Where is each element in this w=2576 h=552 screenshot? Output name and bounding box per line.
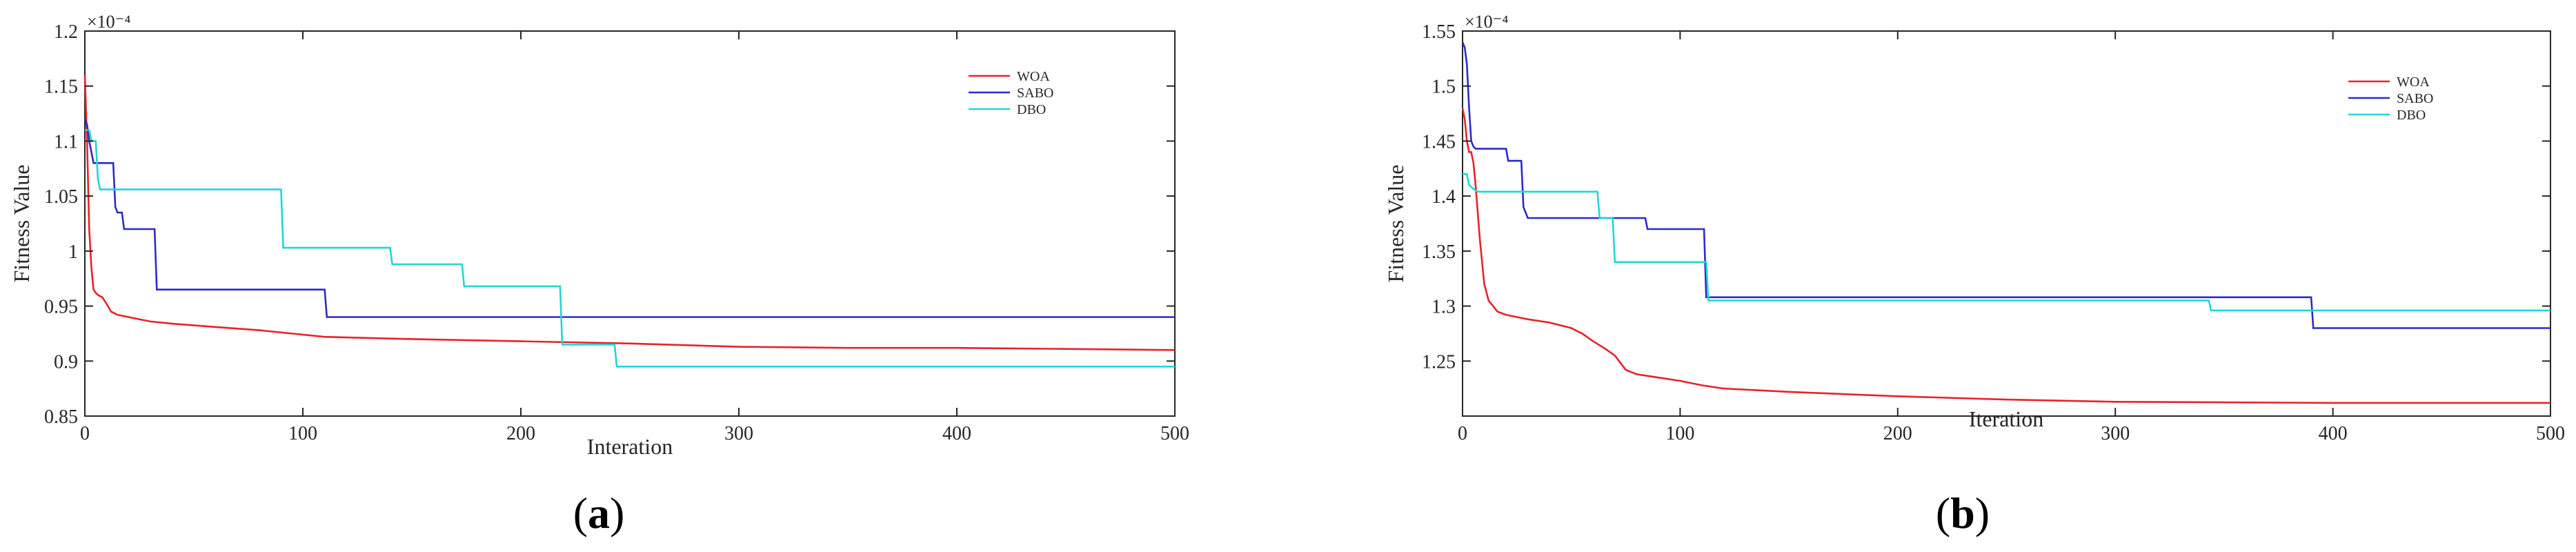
series-line-sabo <box>1461 41 2550 329</box>
legend-label-woa: WOA <box>1017 69 1050 84</box>
series-line-sabo <box>83 119 1175 318</box>
x-tick-label: 200 <box>506 423 535 444</box>
chart-b: 0 100 200 300 400 500 1.25 1.3 1.35 1.4 1.45 1.5 1.5… <box>1383 12 2565 538</box>
x-tick-label: 500 <box>2536 423 2565 444</box>
series-line-woa <box>1461 108 2550 404</box>
y-tick-label: 1.25 <box>1422 351 1456 373</box>
y-tick-label: 1 <box>68 241 78 263</box>
x-axis-label: Interation <box>587 434 673 459</box>
exponent-label: ×10⁻⁴ <box>87 12 130 32</box>
x-tick-label: 400 <box>942 423 971 444</box>
panel-label-letter: b <box>1950 489 1975 538</box>
panel-label-letter: a <box>588 489 610 538</box>
y-tick-label: 1.15 <box>44 77 78 98</box>
panel-label: (b) <box>1936 489 1990 538</box>
y-axis-label: Fitness Value <box>9 165 34 283</box>
x-tick-label: 100 <box>288 423 317 444</box>
legend-label-woa: WOA <box>2397 75 2430 90</box>
y-axis-label: Fitness Value <box>1383 165 1408 283</box>
y-tick-label: 1.5 <box>1431 77 1456 98</box>
legend-label-dbo: DBO <box>2397 108 2426 123</box>
y-tick-label: 0.85 <box>44 406 78 428</box>
x-tick-label: 0 <box>80 423 90 444</box>
panel-label: (a) <box>573 489 625 538</box>
series-line-dbo <box>1463 173 2550 312</box>
chart-a: 0 100 200 300 400 500 0.85 0.9 0.95 1 1.05 1.1 1.15 1… <box>9 12 1189 538</box>
plot-area-box <box>84 30 1176 417</box>
y-tick-label: 1.3 <box>1431 297 1456 318</box>
y-tick-label: 1.55 <box>1422 21 1456 43</box>
x-tick-label: 400 <box>2319 423 2348 444</box>
y-tick-label: 1.4 <box>1431 186 1456 208</box>
y-tick-label: 1.05 <box>44 186 78 208</box>
series-line-woa <box>83 75 1176 351</box>
y-tick-label: 1.35 <box>1422 241 1456 263</box>
x-tick-label: 100 <box>1665 423 1694 444</box>
legend-label-dbo: DBO <box>1017 102 1046 117</box>
y-tick-label: 0.95 <box>44 297 78 318</box>
y-tick-label: 1.1 <box>54 131 78 152</box>
x-tick-label: 500 <box>1160 423 1189 444</box>
plot-area-box <box>1462 30 2551 417</box>
y-tick-label: 1.45 <box>1422 131 1456 152</box>
y-tick-label: 1.2 <box>54 21 78 43</box>
exponent-label: ×10⁻⁴ <box>1465 12 1508 32</box>
series-line-dbo <box>85 129 1175 368</box>
x-tick-label: 300 <box>2101 423 2130 444</box>
y-tick-label: 0.9 <box>54 351 78 373</box>
x-tick-label: 200 <box>1883 423 1912 444</box>
legend-label-sabo: SABO <box>1017 86 1053 101</box>
x-tick-label: 300 <box>724 423 753 444</box>
legend-label-sabo: SABO <box>2397 91 2433 106</box>
x-tick-label: 0 <box>1458 423 1467 444</box>
x-axis-label: Iteration <box>1969 406 2043 431</box>
